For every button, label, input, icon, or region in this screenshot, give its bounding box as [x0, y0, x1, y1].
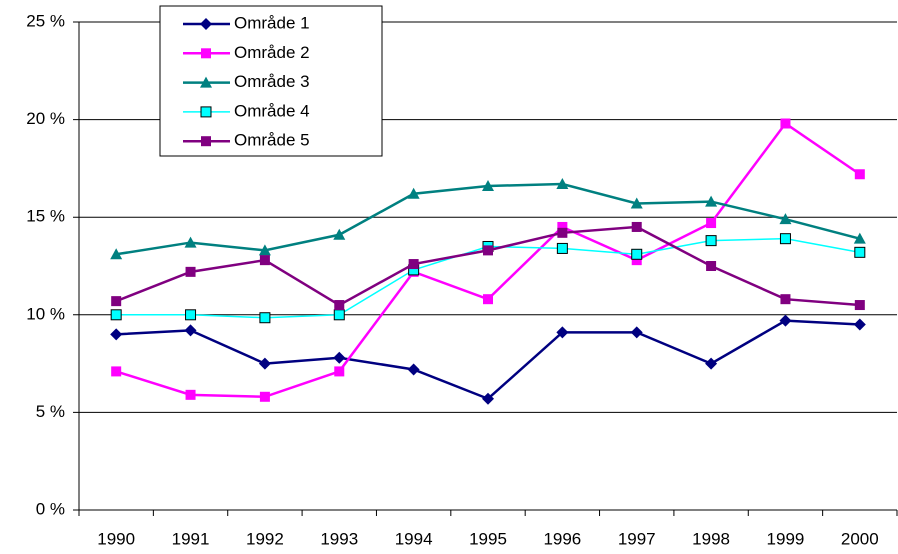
data-point — [631, 221, 642, 232]
data-point — [556, 178, 569, 190]
series-line — [115, 225, 860, 307]
data-point — [631, 248, 643, 260]
data-point — [557, 221, 568, 232]
data-point — [258, 357, 271, 370]
data-point — [259, 391, 270, 402]
data-point — [407, 187, 420, 199]
legend-marker — [200, 76, 212, 88]
legend-box — [159, 5, 383, 157]
data-point — [483, 245, 493, 256]
x-tick-label: 1993 — [320, 529, 358, 548]
data-point — [853, 318, 866, 331]
data-point — [407, 363, 420, 376]
data-point — [779, 213, 792, 225]
data-point — [482, 392, 494, 405]
x-tick-label: 1991 — [172, 529, 210, 548]
data-point — [333, 228, 346, 240]
series-line — [115, 121, 861, 399]
data-point — [111, 366, 122, 377]
data-point — [780, 118, 791, 129]
data-point — [110, 309, 122, 321]
x-tick-label: 1997 — [618, 529, 656, 548]
x-tick-label: 1992 — [246, 529, 284, 548]
legend-marker — [201, 48, 211, 59]
x-tick-label: 1995 — [469, 529, 507, 548]
data-point — [258, 244, 271, 256]
data-point — [333, 309, 345, 321]
data-point — [483, 294, 493, 305]
data-point — [334, 366, 345, 377]
data-point — [854, 246, 866, 258]
data-point — [333, 351, 346, 364]
data-point — [110, 328, 123, 341]
legend-label: Område 2 — [234, 43, 310, 62]
y-tick-label: 20 % — [26, 109, 65, 128]
x-tick-label: 1990 — [97, 529, 135, 548]
legend-marker — [200, 106, 212, 118]
data-point — [630, 326, 643, 339]
data-point — [779, 233, 791, 245]
x-tick-label: 1999 — [767, 529, 805, 548]
data-point — [706, 261, 717, 271]
data-point — [705, 357, 718, 370]
data-point — [482, 179, 494, 191]
series-line — [116, 319, 860, 401]
data-point — [705, 235, 717, 247]
x-tick-label: 1998 — [692, 529, 730, 548]
data-point — [854, 300, 865, 311]
data-point — [630, 197, 643, 209]
y-tick-label: 0 % — [36, 499, 65, 518]
data-point — [185, 266, 196, 277]
data-point — [408, 259, 419, 270]
y-tick-label: 5 % — [36, 402, 65, 421]
x-tick-label: 1996 — [543, 529, 581, 548]
data-point — [184, 324, 197, 337]
legend-marker — [200, 18, 212, 30]
data-point — [557, 227, 568, 238]
legend-label: Område 4 — [234, 101, 310, 120]
data-point — [854, 169, 865, 180]
data-point — [780, 294, 791, 305]
data-point — [705, 195, 718, 207]
x-tick-label: 2000 — [841, 529, 879, 548]
data-point — [111, 296, 122, 307]
legend-marker — [201, 136, 211, 147]
data-point — [556, 326, 569, 339]
y-tick-label: 25 % — [26, 11, 65, 30]
data-point — [259, 255, 270, 266]
data-point — [185, 309, 197, 321]
legend-label: Område 5 — [234, 131, 310, 150]
data-point — [185, 389, 196, 400]
x-tick-label: 1994 — [395, 529, 433, 548]
data-point — [556, 242, 568, 254]
legend-label: Område 3 — [234, 72, 310, 91]
y-tick-label: 10 % — [26, 304, 65, 323]
data-point — [853, 232, 866, 244]
data-point — [184, 236, 197, 248]
data-point — [706, 218, 717, 229]
data-point — [631, 255, 642, 266]
legend-label: Område 1 — [234, 13, 310, 32]
y-tick-label: 15 % — [26, 207, 65, 226]
data-point — [779, 314, 792, 327]
data-point — [259, 312, 271, 324]
data-point — [334, 300, 345, 311]
data-point — [110, 248, 123, 260]
